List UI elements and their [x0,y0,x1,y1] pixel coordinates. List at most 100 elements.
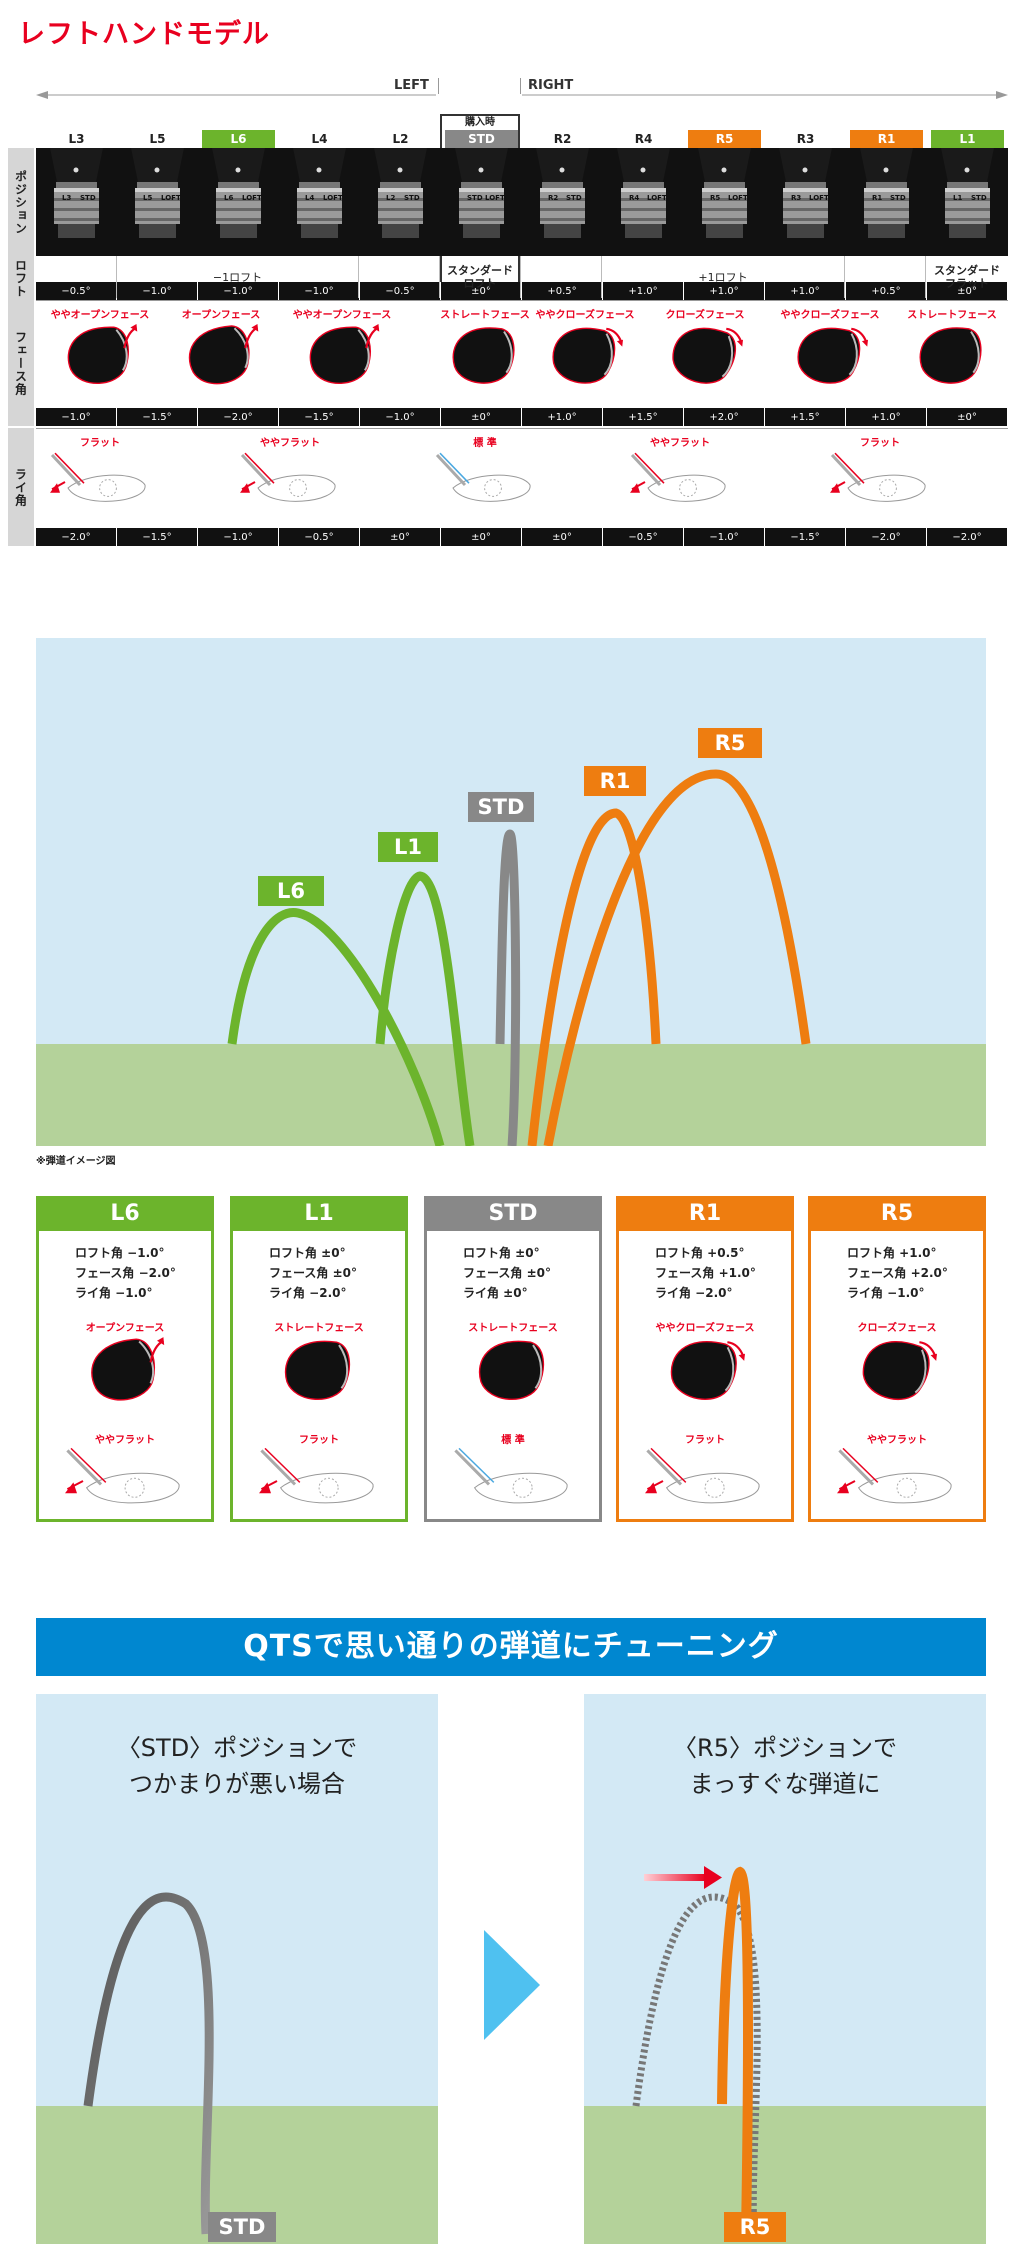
face-head-0 [62,322,138,392]
face-label: ややクローズフェース [780,310,880,321]
trajectory-r1 [527,808,661,1147]
panel-arrow [484,1930,544,2040]
hosel-cell-r2: STD R2 [522,148,604,256]
loft-group-plus-label: +1ロフト [698,270,748,284]
club-head-icon [862,1341,937,1400]
loft-value-r4: +1.0° [603,282,684,300]
card-l1: L1 ロフト角 ±0° フェース角 ±0° ライ角 −2.0° ストレートフェース フラ… [230,1196,408,1522]
card-club-head [85,1335,165,1407]
position-label-r2: R2 [553,132,572,146]
card-lie-figure [837,1447,957,1515]
hosel-image [941,148,994,238]
trajectory-r5 [543,769,811,1147]
position-label-r4: R4 [634,132,653,146]
face-head-5 [667,322,743,392]
loft-cell-l2 [359,256,440,298]
position-label-l1: L1 [931,130,1004,148]
left-direction-tick [438,78,439,94]
position-label-l3: L3 [68,132,85,146]
hosel-text-mid: STD [971,194,987,202]
lie-label: フラット [860,438,900,449]
face-label: クローズフェース [665,310,745,321]
card-spec-face: フェース角 ±0° [269,1266,357,1280]
card-lie-figure [453,1447,573,1515]
loft-cell-l3 [36,256,117,298]
face-value: ±0° [927,408,1008,426]
lie-value: −1.0° [684,528,765,546]
hosel-cell-r5: LOFT R5 [684,148,766,256]
card-club-head [473,1335,553,1407]
card-spec-loft: ロフト角 +1.0° [847,1246,937,1260]
lie-value: −0.5° [603,528,684,546]
club-head-icon [67,324,138,384]
lie-label: ややフラット [260,438,320,449]
loft-value-r1: +0.5° [846,282,927,300]
right-label: RIGHT [528,78,574,93]
hosel-cell-l1: STD L1 [927,148,1009,256]
panel-r5-line2: まっすぐな弾道に [689,1770,881,1798]
club-head-icon [672,327,743,384]
loft-value-r5: +1.0° [684,282,765,300]
lie-club-icon [259,1447,374,1504]
lie-value: ±0° [522,528,603,546]
club-head-icon [797,327,868,384]
loft-group-plus: +1ロフト [602,256,845,298]
trajectory-l1 [375,871,475,1147]
face-label: ややクローズフェース [535,310,635,321]
lie-value: −2.0° [846,528,927,546]
lie-club-icon [240,452,336,502]
card-title: R1 [619,1199,791,1231]
panel-std: 〈STD〉ポジションで つかまりが悪い場合 STD [36,1694,438,2244]
lie-club-icon [65,1447,180,1504]
trajectory-std [495,829,521,1147]
club-head-icon [919,327,982,384]
face-value: +1.0° [522,408,603,426]
position-label-l5: L5 [149,132,166,146]
face-label: オープンフェース [181,310,261,321]
hosel-text-mid: LOFT [485,194,505,202]
face-value: ±0° [441,408,522,426]
club-head-icon [552,327,623,384]
club-head-icon [479,1340,545,1400]
lie-club-icon [645,1447,760,1504]
hosel-image [131,148,184,238]
trajectory-l6 [227,908,445,1148]
hosel-text-top: R5 [710,194,721,202]
card-lie-figure [259,1447,379,1515]
card-specs: ロフト角 −1.0° フェース角 −2.0° ライ角 −1.0° [75,1243,176,1303]
panel-std-line2: つかまりが悪い場合 [129,1770,345,1798]
card-club-head [279,1335,359,1407]
card-face-label: ストレートフェース [274,1323,364,1334]
hosel-image [698,148,751,238]
lie-label: ややフラット [650,438,710,449]
lie-value: ±0° [441,528,522,546]
hosel-cell-l2: STD L2 [360,148,442,256]
hosel-text-top: L4 [305,194,315,202]
face-value: −2.0° [198,408,279,426]
row-header-position: ポジション [8,148,34,256]
card-r1: R1 ロフト角 +0.5° フェース角 +1.0° ライ角 −2.0° ややクローズフェ… [616,1196,794,1522]
lie-figure-1 [240,452,340,512]
lie-figure-0 [50,452,150,512]
row-header-loft: ロフト [8,256,34,300]
hosel-text-top: R2 [548,194,559,202]
tag-l1: L1 [378,832,438,862]
card-spec-lie: ライ角 −1.0° [847,1286,925,1300]
face-value: −1.5° [279,408,360,426]
hosel-cell-l5: LOFT L5 [117,148,199,256]
position-label-r1: R1 [850,130,923,148]
card-lie-label: ややフラット [95,1435,155,1446]
hosel-text-top: L3 [62,194,72,202]
card-lie-label: フラット [299,1435,339,1446]
left-label: LEFT [394,78,429,93]
lie-label: フラット [80,438,120,449]
hosel-text-top: R3 [791,194,802,202]
face-value: −1.5° [117,408,198,426]
card-face-label: クローズフェース [857,1323,937,1334]
face-head-3 [447,322,523,392]
position-label-r5: R5 [688,130,761,148]
face-head-4 [547,322,623,392]
face-value: −1.0° [36,408,117,426]
panel-r5-line1: 〈R5〉ポジションで [673,1734,897,1762]
hosel-text-mid: LOFT [728,194,748,202]
